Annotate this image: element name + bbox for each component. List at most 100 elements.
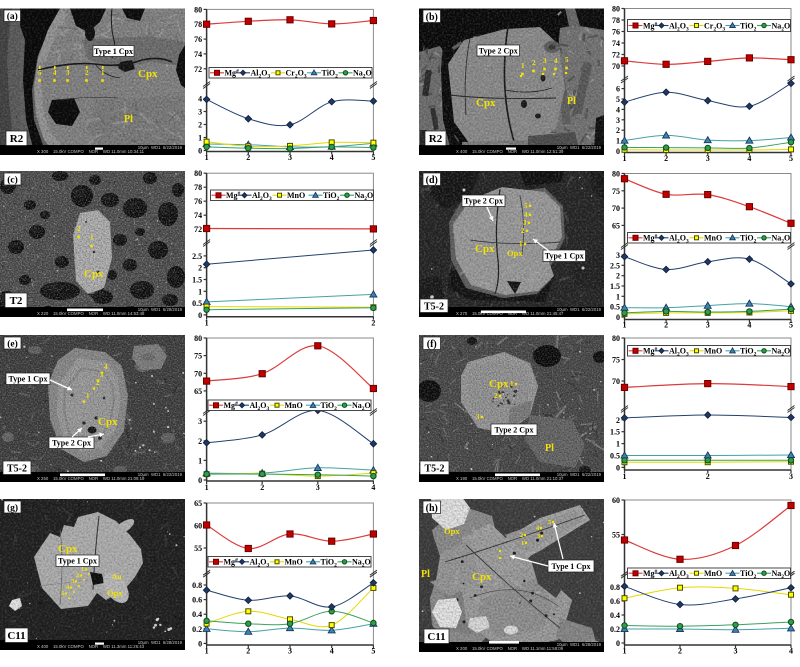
svg-text:1: 1 bbox=[521, 540, 524, 547]
svg-text:Na2O: Na2O bbox=[352, 401, 371, 412]
svg-text:Cpx: Cpx bbox=[476, 97, 496, 109]
svg-text:2: 2 bbox=[521, 227, 525, 235]
svg-text:3: 3 bbox=[537, 533, 541, 540]
svg-text:Type 2 Cpx: Type 2 Cpx bbox=[52, 439, 91, 448]
svg-text:Cpx: Cpx bbox=[84, 268, 104, 280]
svg-text:5: 5 bbox=[38, 69, 42, 77]
svg-text:Type 1 Cpx: Type 1 Cpx bbox=[94, 47, 133, 56]
svg-text:3: 3 bbox=[616, 116, 620, 125]
svg-text:1.5: 1.5 bbox=[192, 276, 202, 285]
svg-text:X 400 15.0kV COMPO NOR: X 400 15.0kV COMPO NOR WD 11.3mm 11:26:4… bbox=[37, 644, 145, 649]
svg-text:Al2O3: Al2O3 bbox=[669, 347, 689, 358]
svg-text:3: 3 bbox=[734, 647, 738, 656]
svg-text:3: 3 bbox=[198, 417, 202, 426]
svg-text:1: 1 bbox=[205, 319, 209, 328]
svg-text:0.2: 0.2 bbox=[192, 625, 202, 634]
svg-text:1: 1 bbox=[623, 154, 627, 163]
svg-text:3: 3 bbox=[71, 578, 75, 585]
svg-text:2: 2 bbox=[246, 647, 250, 656]
svg-text:1: 1 bbox=[510, 380, 514, 388]
svg-text:Na2O: Na2O bbox=[353, 69, 372, 80]
svg-text:3: 3 bbox=[198, 108, 202, 117]
svg-text:4: 4 bbox=[198, 95, 202, 104]
svg-text:1: 1 bbox=[623, 472, 627, 481]
svg-text:TiO2: TiO2 bbox=[321, 558, 338, 569]
svg-text:3: 3 bbox=[543, 57, 547, 65]
svg-text:2: 2 bbox=[616, 272, 620, 281]
svg-text:2: 2 bbox=[678, 647, 682, 656]
svg-text:6: 6 bbox=[616, 85, 620, 94]
svg-text:T5-2: T5-2 bbox=[7, 463, 27, 474]
svg-text:80: 80 bbox=[194, 169, 202, 178]
svg-text:3: 3 bbox=[316, 483, 320, 492]
svg-text:Opx: Opx bbox=[107, 588, 123, 598]
svg-text:Mg#: Mg# bbox=[224, 401, 239, 410]
svg-text:4: 4 bbox=[554, 57, 558, 65]
svg-text:0.4: 0.4 bbox=[610, 611, 620, 620]
svg-text:4: 4 bbox=[66, 584, 70, 591]
svg-text:1.5: 1.5 bbox=[610, 282, 620, 291]
svg-text:3: 3 bbox=[523, 219, 527, 227]
svg-text:2: 2 bbox=[198, 264, 202, 273]
svg-text:76: 76 bbox=[194, 35, 202, 44]
svg-text:2: 2 bbox=[520, 532, 523, 539]
svg-text:Al2O3: Al2O3 bbox=[669, 21, 689, 32]
svg-text:MnO: MnO bbox=[285, 558, 303, 567]
svg-text:72: 72 bbox=[612, 51, 620, 60]
svg-text:80: 80 bbox=[194, 334, 202, 343]
svg-text:0: 0 bbox=[616, 147, 620, 156]
svg-text:75: 75 bbox=[612, 187, 620, 196]
svg-text:Na2O: Na2O bbox=[772, 569, 791, 580]
svg-text:0.6: 0.6 bbox=[610, 597, 620, 606]
svg-text:X 250 15.0kV COMPO NOR: X 250 15.0kV COMPO NOR WD 11.0mm 21:09:1… bbox=[37, 476, 145, 481]
svg-text:Cr2O3: Cr2O3 bbox=[286, 69, 307, 80]
svg-text:2: 2 bbox=[246, 153, 250, 162]
svg-text:0: 0 bbox=[616, 463, 620, 472]
svg-text:Pl: Pl bbox=[567, 96, 576, 107]
svg-text:60: 60 bbox=[612, 496, 620, 505]
svg-text:2: 2 bbox=[616, 416, 620, 425]
svg-text:0: 0 bbox=[198, 639, 202, 648]
svg-text:5: 5 bbox=[371, 153, 375, 162]
svg-text:75: 75 bbox=[194, 352, 202, 361]
svg-text:4: 4 bbox=[104, 363, 108, 371]
svg-text:3: 3 bbox=[616, 251, 620, 260]
svg-text:Pl: Pl bbox=[124, 114, 133, 125]
svg-text:Au: Au bbox=[112, 572, 122, 581]
svg-text:3: 3 bbox=[288, 153, 292, 162]
svg-text:X 300 15.0kV COMPO NOR: X 300 15.0kV COMPO NOR WD 11.0mm 10:34:1… bbox=[37, 149, 145, 154]
svg-text:4: 4 bbox=[536, 525, 540, 532]
svg-text:2.5: 2.5 bbox=[610, 261, 620, 270]
svg-text:5: 5 bbox=[548, 519, 552, 526]
svg-text:0: 0 bbox=[616, 639, 620, 648]
svg-text:0.5: 0.5 bbox=[192, 299, 202, 308]
svg-text:4: 4 bbox=[789, 647, 793, 656]
svg-text:Type 1 Cpx: Type 1 Cpx bbox=[58, 557, 97, 566]
svg-text:Mg#: Mg# bbox=[643, 21, 658, 30]
svg-text:78: 78 bbox=[194, 20, 202, 29]
svg-text:(b): (b) bbox=[426, 12, 438, 23]
svg-text:10μm WD1 6/22/2019: 10μm WD1 6/22/2019 bbox=[138, 145, 183, 150]
svg-text:0.5: 0.5 bbox=[610, 303, 620, 312]
svg-text:(d): (d) bbox=[426, 175, 438, 186]
svg-text:Type 2 Cpx: Type 2 Cpx bbox=[479, 46, 518, 55]
svg-text:MnO: MnO bbox=[704, 569, 722, 578]
svg-text:1: 1 bbox=[205, 647, 209, 656]
svg-text:5: 5 bbox=[524, 202, 528, 210]
svg-text:X 400 15.0kV COMPO NOR: X 400 15.0kV COMPO NOR WD 11.0mm 12:51:3… bbox=[456, 149, 564, 154]
svg-text:T5-2: T5-2 bbox=[424, 301, 444, 312]
svg-text:2: 2 bbox=[532, 59, 536, 67]
svg-text:3: 3 bbox=[288, 647, 292, 656]
svg-text:3: 3 bbox=[66, 69, 70, 77]
svg-text:2: 2 bbox=[371, 319, 375, 328]
svg-text:60: 60 bbox=[194, 522, 202, 531]
svg-text:5: 5 bbox=[371, 647, 375, 656]
svg-text:TiO2: TiO2 bbox=[740, 569, 757, 580]
svg-text:80: 80 bbox=[612, 334, 620, 343]
svg-text:0: 0 bbox=[616, 313, 620, 322]
svg-text:4: 4 bbox=[616, 105, 620, 114]
svg-text:2: 2 bbox=[198, 437, 202, 446]
svg-text:Al2O3: Al2O3 bbox=[251, 69, 271, 80]
svg-text:70: 70 bbox=[612, 204, 620, 213]
svg-text:Type 1 Cpx: Type 1 Cpx bbox=[9, 375, 48, 384]
